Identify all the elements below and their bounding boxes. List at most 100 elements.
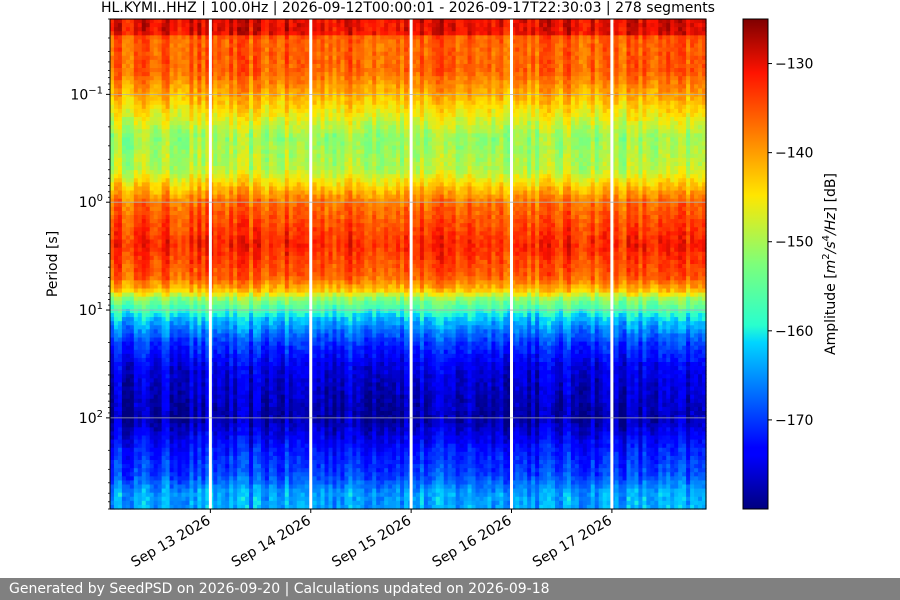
heatmap-cell <box>249 56 254 61</box>
heatmap-cell <box>261 378 266 383</box>
heatmap-cell <box>269 162 274 167</box>
heatmap-cell <box>253 399 258 404</box>
heatmap-cell <box>138 395 143 400</box>
heatmap-cell <box>182 289 187 294</box>
heatmap-cell <box>134 223 139 228</box>
heatmap-cell <box>178 195 183 200</box>
heatmap-cell <box>138 27 143 32</box>
heatmap-cell <box>217 354 222 359</box>
heatmap-cell <box>118 195 123 200</box>
heatmap-cell <box>273 272 278 277</box>
heatmap-cell <box>162 485 167 490</box>
heatmap-cell <box>253 366 258 371</box>
heatmap-cell <box>197 174 202 179</box>
heatmap-cell <box>197 129 202 134</box>
heatmap-cell <box>138 374 143 379</box>
heatmap-cell <box>233 378 238 383</box>
heatmap-cell <box>134 215 139 220</box>
heatmap-cell <box>269 444 274 449</box>
heatmap-cell <box>229 407 234 412</box>
heatmap-cell <box>174 240 179 245</box>
heatmap-cell <box>213 436 218 441</box>
heatmap-cell <box>178 329 183 334</box>
heatmap-cell <box>213 309 218 314</box>
heatmap-cell <box>154 419 159 424</box>
heatmap-cell <box>221 93 226 98</box>
heatmap-cell <box>193 137 198 142</box>
heatmap-cell <box>221 460 226 465</box>
heatmap-cell <box>265 378 270 383</box>
heatmap-cell <box>142 411 147 416</box>
heatmap-cell <box>217 329 222 334</box>
heatmap-cell <box>225 395 230 400</box>
heatmap-cell <box>170 374 175 379</box>
heatmap-cell <box>130 419 135 424</box>
heatmap-cell <box>213 23 218 28</box>
heatmap-cell <box>142 125 147 130</box>
heatmap-cell <box>162 162 167 167</box>
heatmap-cell <box>217 387 222 392</box>
heatmap-cell <box>110 382 115 387</box>
heatmap-cell <box>193 162 198 167</box>
heatmap-cell <box>114 280 119 285</box>
heatmap-cell <box>225 150 230 155</box>
heatmap-cell <box>126 427 131 432</box>
heatmap-cell <box>257 431 262 436</box>
heatmap-cell <box>166 186 171 191</box>
heatmap-cell <box>146 174 151 179</box>
heatmap-cell <box>126 305 131 310</box>
heatmap-cell <box>158 252 163 257</box>
heatmap-cell <box>178 325 183 330</box>
heatmap-cell <box>257 305 262 310</box>
heatmap-cell <box>201 264 206 269</box>
heatmap-cell <box>146 289 151 294</box>
heatmap-cell <box>217 460 222 465</box>
heatmap-cell <box>189 289 194 294</box>
heatmap-cell <box>229 23 234 28</box>
heatmap-cell <box>178 207 183 212</box>
heatmap-cell <box>174 436 179 441</box>
heatmap-cell <box>229 129 234 134</box>
heatmap-cell <box>241 276 246 281</box>
heatmap-cell <box>253 72 258 77</box>
heatmap-cell <box>257 223 262 228</box>
heatmap-cell <box>126 391 131 396</box>
heatmap-cell <box>114 150 119 155</box>
heatmap-cell <box>166 113 171 118</box>
heatmap-cell <box>166 244 171 249</box>
heatmap-cell <box>170 88 175 93</box>
heatmap-cell <box>154 227 159 232</box>
heatmap-cell <box>229 252 234 257</box>
heatmap-cell <box>150 444 155 449</box>
heatmap-cell <box>122 170 127 175</box>
heatmap-cell <box>213 276 218 281</box>
heatmap-cell <box>257 150 262 155</box>
heatmap-cell <box>261 280 266 285</box>
heatmap-cell <box>130 489 135 494</box>
heatmap-cell <box>197 72 202 77</box>
heatmap-cell <box>134 358 139 363</box>
heatmap-cell <box>134 231 139 236</box>
heatmap-cell <box>213 211 218 216</box>
heatmap-cell <box>134 88 139 93</box>
heatmap-cell <box>122 427 127 432</box>
heatmap-cell <box>158 52 163 57</box>
heatmap-cell <box>110 199 115 204</box>
heatmap-cell <box>166 227 171 232</box>
heatmap-cell <box>261 321 266 326</box>
heatmap-cell <box>150 489 155 494</box>
heatmap-cell <box>178 154 183 159</box>
heatmap-cell <box>126 501 131 506</box>
heatmap-cell <box>130 235 135 240</box>
heatmap-cell <box>221 52 226 57</box>
heatmap-cell <box>229 48 234 53</box>
heatmap-cell <box>269 252 274 257</box>
heatmap-cell <box>142 382 147 387</box>
heatmap-cell <box>182 427 187 432</box>
heatmap-cell <box>221 137 226 142</box>
heatmap-cell <box>118 501 123 506</box>
heatmap-cell <box>174 166 179 171</box>
heatmap-cell <box>138 215 143 220</box>
heatmap-cell <box>142 142 147 147</box>
heatmap-cell <box>150 387 155 392</box>
